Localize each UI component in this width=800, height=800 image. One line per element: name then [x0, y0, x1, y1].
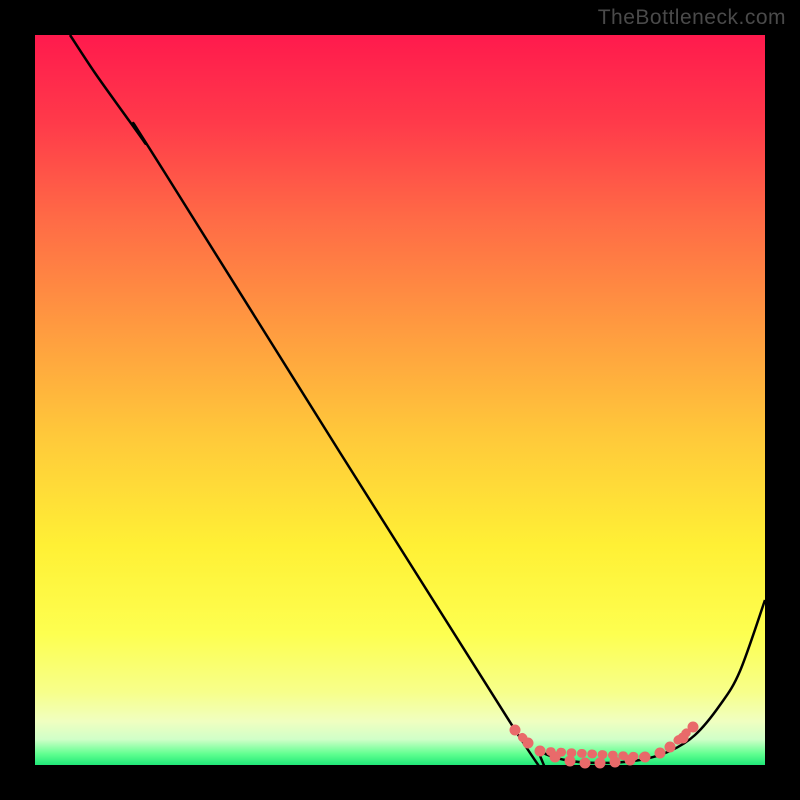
optimal-marker: [625, 755, 636, 766]
plot-area: [35, 35, 765, 765]
marker-group: [510, 722, 699, 769]
optimal-marker: [580, 758, 591, 769]
chart-container: TheBottleneck.com: [0, 0, 800, 800]
watermark-text: TheBottleneck.com: [598, 6, 786, 30]
optimal-marker: [523, 738, 534, 749]
optimal-marker: [665, 742, 676, 753]
optimal-marker: [565, 756, 576, 767]
optimal-marker: [550, 752, 561, 763]
optimal-marker: [688, 722, 699, 733]
optimal-marker: [610, 757, 621, 768]
optimal-marker: [640, 752, 651, 763]
optimal-marker: [510, 725, 521, 736]
optimal-marker: [535, 746, 546, 757]
curve-layer: [35, 35, 765, 765]
optimal-marker: [655, 748, 666, 759]
optimal-marker: [678, 733, 689, 744]
optimal-marker: [595, 758, 606, 769]
bottleneck-curve: [70, 35, 765, 778]
